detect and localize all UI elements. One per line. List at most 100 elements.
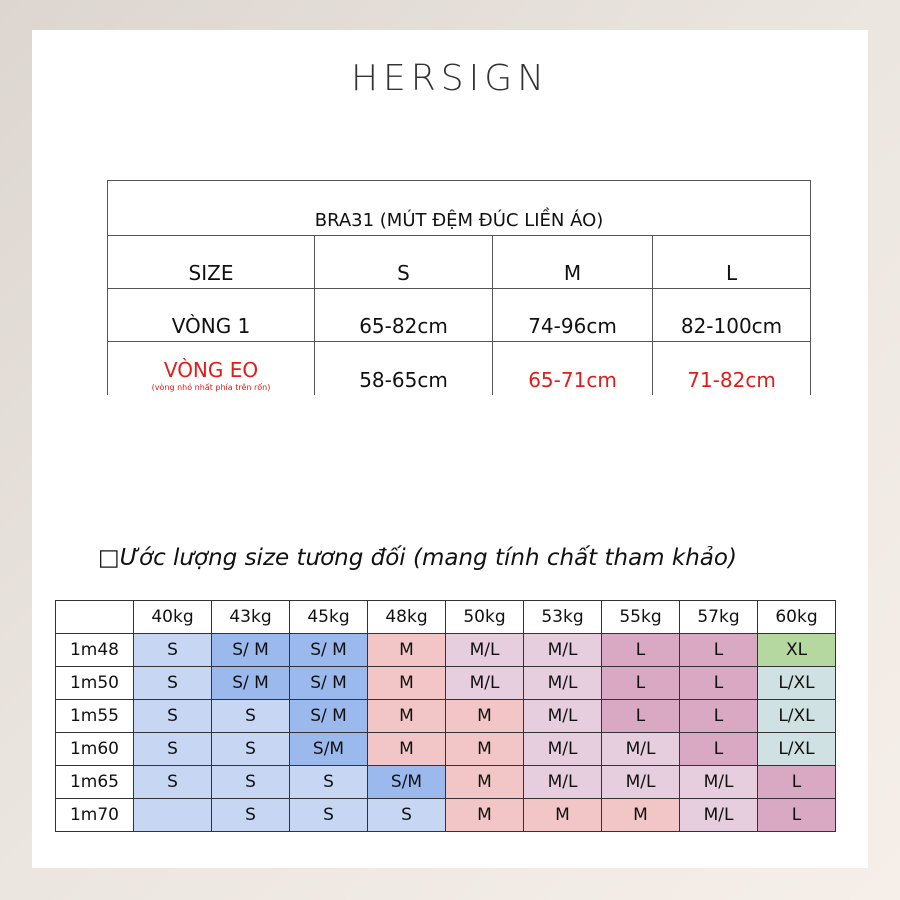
height-label: 1m50 [55, 666, 134, 700]
size-cell: L/XL [757, 699, 836, 733]
size-cell: S/M [367, 765, 446, 799]
table-row: SIZE S M L [107, 235, 812, 289]
size-cell: L/XL [757, 732, 836, 766]
size-cell: M/L [601, 732, 680, 766]
size-cell: M/L [523, 633, 602, 667]
size-cell: L [601, 633, 680, 667]
table-row: VÒNG 1 65-82cm 74-96cm 82-100cm [107, 288, 812, 342]
weight-header: 48kg [367, 600, 446, 634]
height-label: 1m60 [55, 732, 134, 766]
size-cell: M [367, 699, 446, 733]
table-cell: 74-96cm [492, 288, 653, 342]
size-cell: M/L [523, 699, 602, 733]
size-cell: S [133, 633, 212, 667]
checkbox-glyph-icon: □ [98, 545, 120, 571]
header-cell: M [492, 235, 653, 289]
size-cell: M/L [523, 666, 602, 700]
size-cell: M/L [523, 765, 602, 799]
row-label-cell: VÒNG EO (vòng nhỏ nhất phía trên rốn) [107, 341, 315, 395]
product-table-title: BRA31 (MÚT ĐỆM ĐÚC LIỀN ÁO) [106, 180, 812, 236]
size-cell: S [367, 798, 446, 832]
table-cell: 65-71cm [492, 341, 653, 395]
weight-header: 45kg [289, 600, 368, 634]
table-cell: 65-82cm [314, 288, 493, 342]
header-cell: SIZE [107, 235, 315, 289]
header-cell: L [651, 235, 812, 289]
size-cell: L [679, 699, 758, 733]
size-cell: L [757, 798, 836, 832]
row-label: VÒNG 1 [107, 288, 315, 342]
corner-cell [55, 600, 134, 634]
size-cell: M [445, 798, 524, 832]
table-row: 40kg 43kg 45kg 48kg 50kg 53kg 55kg 57kg … [55, 600, 836, 634]
brand-logo: HERSIGN [350, 58, 550, 99]
size-cell: XL [757, 633, 836, 667]
size-cell [133, 798, 212, 832]
size-chart-card: HERSIGN BRA31 (MÚT ĐỆM ĐÚC LIỀN ÁO) SIZE… [32, 30, 868, 868]
height-label: 1m65 [55, 765, 134, 799]
size-estimate-table: 40kg 43kg 45kg 48kg 50kg 53kg 55kg 57kg … [55, 600, 836, 832]
size-cell: S/ M [289, 633, 368, 667]
size-cell: S/M [289, 732, 368, 766]
height-label: 1m48 [55, 633, 134, 667]
size-cell: L [679, 666, 758, 700]
size-cell: M/L [523, 732, 602, 766]
size-cell: S/ M [289, 666, 368, 700]
size-cell: M [523, 798, 602, 832]
estimate-heading: □Ước lượng size tương đối (mang tính chấ… [98, 545, 868, 571]
estimate-heading-text: Ước lượng size tương đối (mang tính chất… [119, 545, 737, 571]
size-cell: M [445, 732, 524, 766]
table-row: 1m65 S S S S/M M M/L M/L M/L L [55, 765, 836, 799]
size-cell: M/L [445, 666, 524, 700]
table-row: 1m48 S S/ M S/ M M M/L M/L L L XL [55, 633, 836, 667]
size-cell: M [367, 633, 446, 667]
size-cell: M [367, 732, 446, 766]
weight-header: 55kg [601, 600, 680, 634]
size-cell: S [289, 798, 368, 832]
size-cell: L/XL [757, 666, 836, 700]
size-cell: S [133, 666, 212, 700]
size-cell: S [133, 699, 212, 733]
weight-header: 50kg [445, 600, 524, 634]
size-cell: S [133, 732, 212, 766]
table-cell: 71-82cm [651, 341, 812, 395]
size-cell: S [211, 798, 290, 832]
height-label: 1m55 [55, 699, 134, 733]
size-cell: S [133, 765, 212, 799]
size-cell: M/L [679, 798, 758, 832]
product-size-table: BRA31 (MÚT ĐỆM ĐÚC LIỀN ÁO) SIZE S M L V… [106, 180, 812, 395]
size-cell: S [211, 699, 290, 733]
size-cell: L [679, 633, 758, 667]
weight-header: 57kg [679, 600, 758, 634]
size-cell: S [211, 732, 290, 766]
weight-header: 60kg [757, 600, 836, 634]
table-row: 1m70 S S S M M M M/L L [55, 798, 836, 832]
size-cell: L [601, 666, 680, 700]
table-cell: 82-100cm [651, 288, 812, 342]
size-cell: S/ M [211, 633, 290, 667]
size-cell: M [367, 666, 446, 700]
size-cell: S [211, 765, 290, 799]
size-cell: M/L [679, 765, 758, 799]
row-label: VÒNG EO [163, 358, 259, 382]
header-cell: S [314, 235, 493, 289]
size-cell: M/L [601, 765, 680, 799]
size-cell: M/L [445, 633, 524, 667]
row-note: (vòng nhỏ nhất phía trên rốn) [151, 383, 271, 392]
table-row: 1m55 S S S/ M M M M/L L L L/XL [55, 699, 836, 733]
table-row: 1m50 S S/ M S/ M M M/L M/L L L L/XL [55, 666, 836, 700]
size-cell: S/ M [211, 666, 290, 700]
height-label: 1m70 [55, 798, 134, 832]
table-cell: 58-65cm [314, 341, 493, 395]
size-cell: M [445, 699, 524, 733]
table-row: VÒNG EO (vòng nhỏ nhất phía trên rốn) 58… [107, 341, 812, 395]
size-cell: S/ M [289, 699, 368, 733]
size-cell: M [601, 798, 680, 832]
size-cell: S [289, 765, 368, 799]
size-cell: L [601, 699, 680, 733]
table-row: 1m60 S S S/M M M M/L M/L L L/XL [55, 732, 836, 766]
size-cell: M [445, 765, 524, 799]
weight-header: 53kg [523, 600, 602, 634]
size-cell: L [757, 765, 836, 799]
size-cell: L [679, 732, 758, 766]
